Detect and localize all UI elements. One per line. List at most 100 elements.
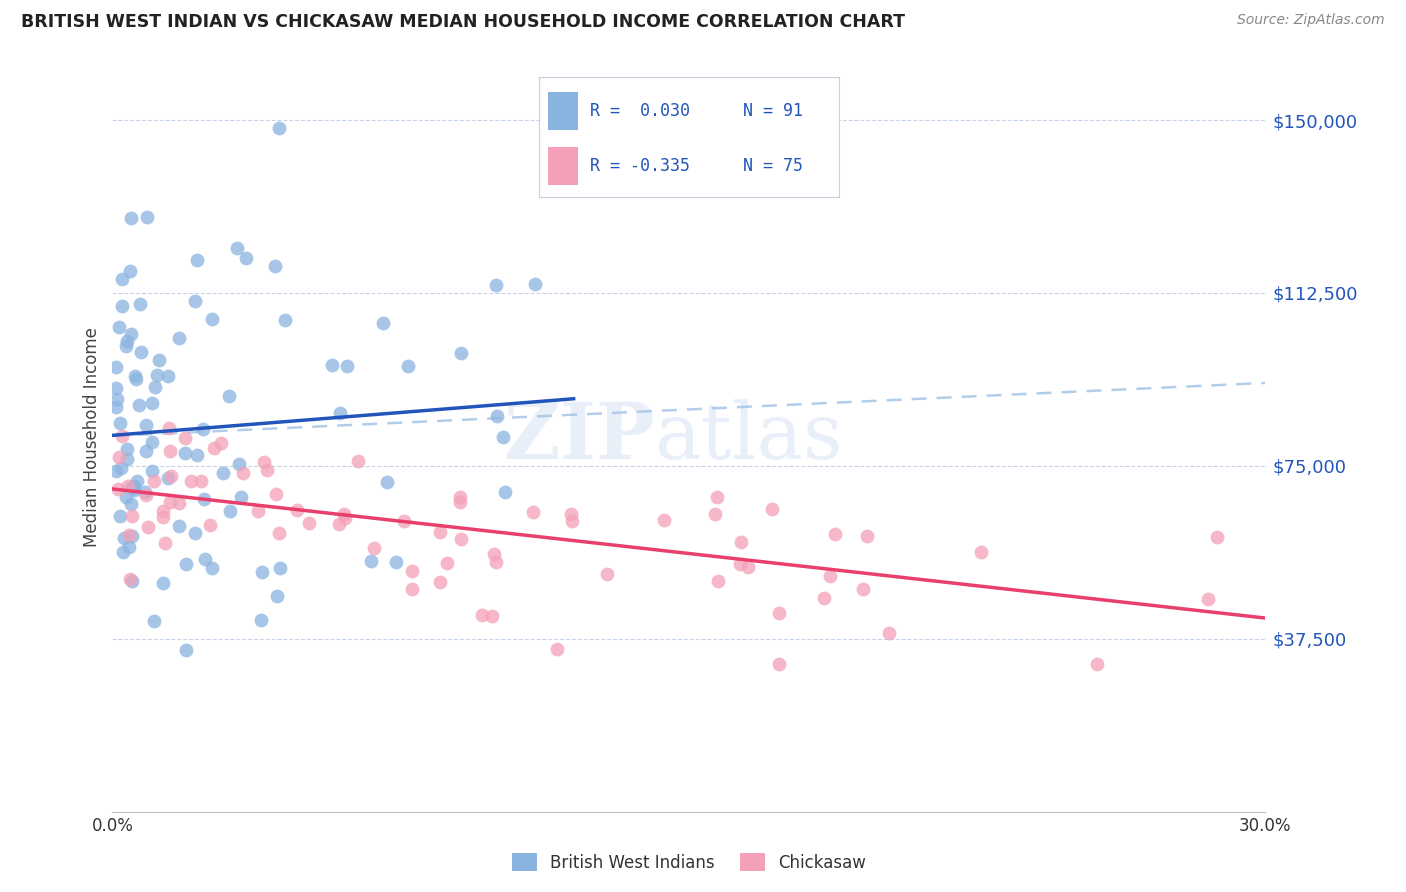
Point: [120, 497, 142, 511]
Point: [184, 525, 207, 540]
Point: [855, 529, 877, 543]
Point: [167, 519, 190, 533]
Point: [385, 555, 408, 569]
Point: [235, 251, 257, 265]
Point: [193, 491, 215, 506]
Point: [266, 589, 288, 603]
Point: [135, 444, 157, 458]
Point: [141, 396, 163, 410]
Point: [728, 557, 751, 571]
Point: [107, 320, 129, 334]
Point: [143, 380, 166, 394]
Point: [105, 392, 128, 406]
Point: [485, 409, 508, 424]
Point: [1206, 530, 1229, 544]
Point: [107, 482, 129, 496]
Point: [143, 614, 166, 628]
Point: [481, 608, 503, 623]
Point: [136, 211, 159, 225]
Point: [492, 430, 515, 444]
Point: [190, 475, 212, 489]
Point: [596, 567, 619, 582]
Point: [523, 277, 546, 292]
Point: [450, 346, 472, 360]
Point: [852, 582, 875, 597]
Point: [654, 513, 676, 527]
Point: [560, 508, 582, 522]
Point: [141, 435, 163, 450]
Point: [152, 575, 174, 590]
Point: [482, 547, 505, 561]
Point: [110, 429, 132, 443]
Point: [108, 416, 131, 430]
Point: [250, 565, 273, 579]
Point: [730, 534, 752, 549]
Point: [105, 381, 128, 395]
Point: [485, 277, 508, 292]
Point: [761, 502, 783, 516]
Point: [436, 556, 458, 570]
Point: [332, 507, 354, 521]
Point: [202, 442, 225, 456]
Point: [111, 545, 134, 559]
Point: [135, 418, 157, 433]
Point: [157, 421, 180, 435]
Point: [1197, 591, 1219, 606]
Point: [394, 514, 416, 528]
Point: [225, 242, 247, 256]
Point: [115, 339, 138, 353]
Point: [768, 657, 790, 672]
Point: [159, 495, 181, 509]
Point: [157, 369, 180, 384]
Point: [401, 582, 423, 597]
Point: [129, 345, 152, 359]
Point: [176, 643, 198, 657]
Point: [111, 272, 134, 286]
Point: [471, 607, 494, 622]
Point: [118, 527, 141, 541]
Point: [115, 451, 138, 466]
Point: [1085, 657, 1108, 672]
Point: [112, 531, 135, 545]
Point: [449, 494, 471, 508]
Point: [111, 299, 134, 313]
Point: [269, 525, 291, 540]
Point: [429, 525, 451, 540]
Point: [818, 568, 841, 582]
Point: [218, 503, 240, 517]
Point: [115, 442, 138, 457]
Point: [706, 490, 728, 504]
Point: [120, 326, 142, 341]
Point: [485, 555, 508, 569]
Point: [329, 406, 352, 420]
Point: [105, 359, 128, 374]
Point: [375, 475, 398, 489]
Point: [174, 431, 197, 445]
Point: [120, 263, 142, 277]
Point: [347, 454, 370, 468]
Point: [108, 450, 131, 464]
Point: [264, 487, 287, 501]
Point: [360, 554, 382, 568]
Point: [184, 294, 207, 309]
Point: [256, 463, 278, 477]
Point: [174, 557, 197, 571]
Point: [148, 352, 170, 367]
Point: [136, 520, 159, 534]
Point: [737, 559, 759, 574]
Point: [122, 483, 145, 497]
Point: [121, 480, 143, 494]
Legend: British West Indians, Chickasaw: British West Indians, Chickasaw: [505, 847, 873, 879]
Point: [174, 445, 197, 459]
Point: [134, 485, 156, 500]
Point: [877, 625, 900, 640]
Point: [232, 466, 254, 480]
Point: [336, 359, 359, 374]
Point: [146, 368, 169, 383]
Point: [707, 574, 730, 588]
Point: [122, 481, 145, 495]
Point: [321, 358, 343, 372]
Point: [167, 331, 190, 345]
Point: [250, 613, 273, 627]
Point: [117, 479, 139, 493]
